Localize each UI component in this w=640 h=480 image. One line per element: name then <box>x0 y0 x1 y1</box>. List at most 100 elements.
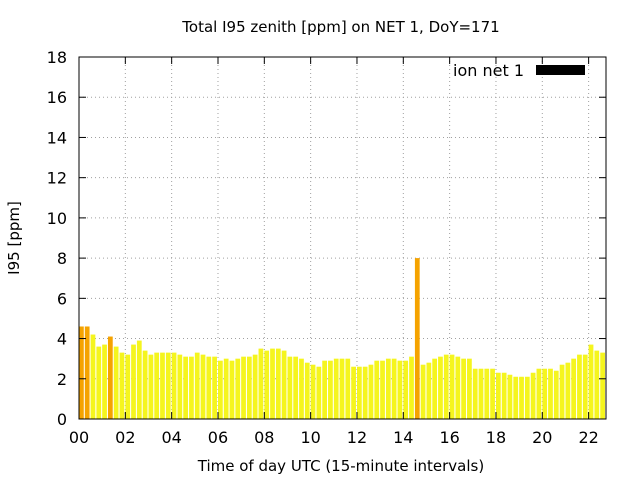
x-tick-label: 20 <box>532 428 552 447</box>
bar <box>194 352 200 419</box>
y-tick-label: 2 <box>57 370 67 389</box>
bar <box>542 368 548 419</box>
bar <box>380 360 385 419</box>
bar <box>600 352 605 419</box>
bar <box>206 356 212 419</box>
bar <box>571 358 577 419</box>
bar <box>125 354 131 419</box>
x-tick-label: 14 <box>393 428 413 447</box>
bar <box>90 334 96 419</box>
bar <box>102 344 107 419</box>
bar <box>443 354 449 419</box>
bar <box>107 336 113 419</box>
bar <box>507 374 513 419</box>
bar <box>275 348 281 419</box>
bar <box>218 360 223 419</box>
y-tick-label: 10 <box>47 209 67 228</box>
bar <box>368 364 374 419</box>
bar <box>374 360 380 419</box>
chart-title: Total I95 zenith [ppm] on NET 1, DoY=171 <box>181 18 499 36</box>
bar <box>212 356 217 419</box>
bar <box>519 376 524 419</box>
bar <box>420 364 426 419</box>
bar <box>119 352 125 419</box>
bar <box>345 358 351 419</box>
plot-frame <box>78 56 607 420</box>
bar <box>362 366 368 419</box>
bar <box>553 370 559 419</box>
bar <box>524 376 530 419</box>
bar <box>328 360 333 419</box>
bar <box>171 352 177 419</box>
legend-label: ion net 1 <box>453 61 524 80</box>
bar <box>426 362 432 419</box>
bar <box>142 350 148 419</box>
bar <box>513 376 519 419</box>
bar <box>287 356 293 419</box>
bar <box>467 358 472 419</box>
bar <box>455 356 461 419</box>
bar <box>565 362 571 419</box>
bar <box>449 354 455 419</box>
x-tick-label: 10 <box>300 428 320 447</box>
legend: ion net 1 <box>453 61 585 80</box>
x-tick-label: 08 <box>254 428 274 447</box>
bar <box>136 340 142 419</box>
bar <box>582 354 588 419</box>
bar <box>501 372 507 419</box>
bar <box>472 368 478 419</box>
bar <box>165 352 171 419</box>
bar <box>484 368 490 419</box>
bar <box>281 350 287 419</box>
x-tick-label: 18 <box>486 428 506 447</box>
y-tick-label: 6 <box>57 289 67 308</box>
y-tick-label: 0 <box>57 410 67 429</box>
bar <box>385 358 391 419</box>
y-axis-label: I95 [ppm] <box>5 201 23 275</box>
bar <box>495 372 501 419</box>
x-tick-label: 04 <box>161 428 181 447</box>
y-tick-label: 12 <box>47 169 67 188</box>
bar <box>536 368 542 419</box>
bar <box>113 346 119 419</box>
x-axis-label: Time of day UTC (15-minute intervals) <box>197 457 484 475</box>
bar <box>461 358 466 419</box>
x-tick-label: 16 <box>439 428 459 447</box>
bar <box>96 346 102 419</box>
bar <box>189 356 194 419</box>
grid <box>79 57 606 419</box>
bar <box>414 258 420 419</box>
bar <box>356 366 362 419</box>
bar <box>409 356 414 419</box>
x-tick-label: 02 <box>115 428 135 447</box>
x-tick-label: 12 <box>347 428 367 447</box>
bar <box>131 344 136 419</box>
bar <box>229 360 235 419</box>
bar <box>235 358 241 419</box>
y-tick-label: 4 <box>57 330 67 349</box>
bar <box>252 354 258 419</box>
bar <box>530 372 536 419</box>
bar <box>478 368 484 419</box>
legend-swatch <box>536 65 585 75</box>
bar <box>438 356 443 419</box>
bar <box>241 356 246 419</box>
y-tick-label: 16 <box>47 88 67 107</box>
bar <box>316 366 322 419</box>
bar <box>304 362 310 419</box>
bar <box>559 364 565 419</box>
bar <box>246 356 252 419</box>
bar <box>148 354 154 419</box>
bar <box>223 358 229 419</box>
bar <box>310 364 316 419</box>
bar <box>264 350 270 419</box>
bar <box>154 352 160 419</box>
bar <box>397 360 403 419</box>
bar <box>588 344 594 419</box>
bar <box>258 348 264 419</box>
x-tick-label: 22 <box>578 428 598 447</box>
y-tick-label: 14 <box>47 128 67 147</box>
bar <box>79 326 84 419</box>
